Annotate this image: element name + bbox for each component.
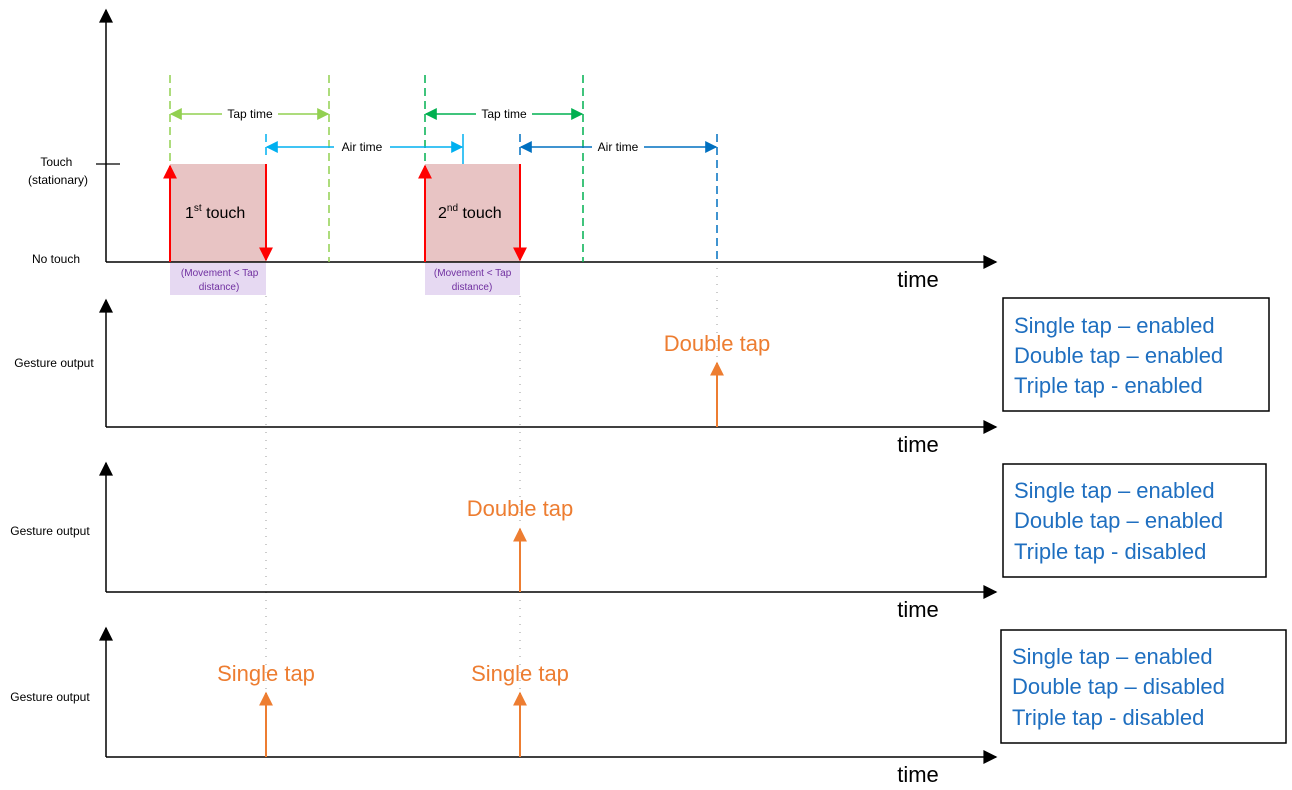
panel-2-settings-triple: Triple tap - disabled <box>1014 539 1206 564</box>
touch-level-label: Touch (stationary) <box>28 155 88 187</box>
panel-2-double-tap-label: Double tap <box>467 496 573 521</box>
movement-note-1: (Movement < Tap distance) <box>181 268 261 293</box>
panel-1-settings-single: Single tap – enabled <box>1014 313 1215 338</box>
tap-time-2-label: Tap time <box>481 107 527 121</box>
top-time-axis-label: time <box>897 267 939 292</box>
second-touch-label: 2nd touch <box>438 203 502 222</box>
panel-3-settings-triple: Triple tap - disabled <box>1012 705 1204 730</box>
panel-2-settings-single: Single tap – enabled <box>1014 478 1215 503</box>
no-touch-level-label: No touch <box>32 252 80 266</box>
panel-2-y-label: Gesture output <box>10 524 90 538</box>
first-touch-label: 1st touch <box>185 203 245 222</box>
panel-3-y-label: Gesture output <box>10 690 90 704</box>
air-time-2-label: Air time <box>598 140 639 154</box>
panel-1-time-label: time <box>897 432 939 457</box>
panel-3-settings-box <box>1000 629 1287 744</box>
gesture-panel-2: Gesture output time Double tap Single ta… <box>10 461 1267 622</box>
gesture-panel-3: Gesture output time Single tap Single ta… <box>10 626 1287 787</box>
second-touch-region <box>425 164 520 262</box>
panel-1-settings-double: Double tap – enabled <box>1014 343 1223 368</box>
movement-note-bg-2 <box>425 263 520 295</box>
panel-3-single-tap-label-2: Single tap <box>471 661 569 686</box>
panel-3-time-label: time <box>897 762 939 787</box>
panel-2-time-label: time <box>897 597 939 622</box>
movement-note-2: (Movement < Tap distance) <box>434 268 514 293</box>
panel-3-settings-double: Double tap – disabled <box>1012 674 1225 699</box>
tap-time-1-label: Tap time <box>227 107 273 121</box>
first-touch-region <box>170 164 266 262</box>
panel-1-settings-triple: Triple tap - enabled <box>1014 373 1203 398</box>
panel-3-settings-single: Single tap – enabled <box>1012 644 1213 669</box>
panel-1-y-label: Gesture output <box>14 356 94 370</box>
panel-1-settings-box <box>1002 297 1270 412</box>
gesture-panel-1: Gesture output time Double tap Single ta… <box>14 297 1270 457</box>
panel-1-double-tap-label: Double tap <box>664 331 770 356</box>
movement-note-bg-1 <box>170 263 266 295</box>
panel-2-settings-box <box>1002 463 1267 578</box>
panel-3-single-tap-label-1: Single tap <box>217 661 315 686</box>
panel-2-settings-double: Double tap – enabled <box>1014 508 1223 533</box>
touch-timing-panel: Tap time Air time Tap time Air time 1st … <box>28 8 998 295</box>
air-time-1-label: Air time <box>342 140 383 154</box>
